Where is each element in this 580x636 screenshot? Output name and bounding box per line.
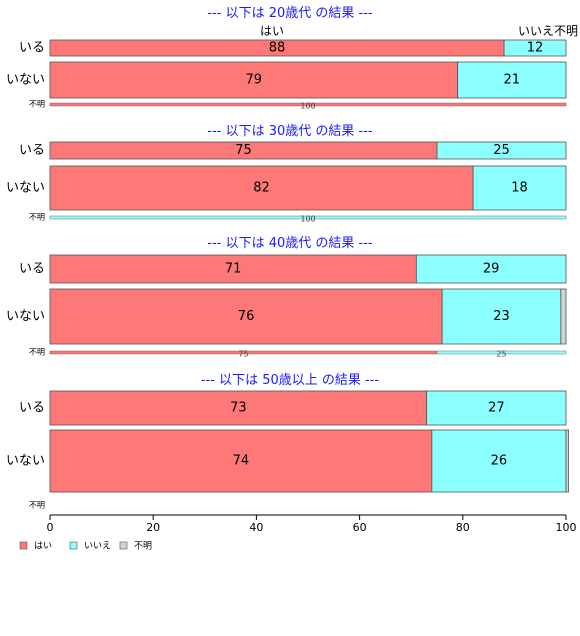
data-label: 74	[233, 454, 250, 469]
row-label: いる	[19, 401, 45, 416]
bar-segment	[431, 429, 567, 493]
bar-segment	[426, 390, 567, 426]
bar-segment	[436, 350, 567, 355]
x-tick-label: 0	[47, 521, 54, 534]
bar-segment	[441, 288, 562, 345]
bar-segment	[49, 102, 567, 107]
legend-label: はい	[34, 541, 52, 552]
panel-title: --- 以下は 30歳代 の結果 ---	[207, 124, 373, 139]
data-label: 12	[527, 41, 544, 56]
legend-swatch	[19, 541, 28, 550]
row-label: いる	[19, 41, 45, 56]
legend-swatch	[69, 541, 78, 550]
row-label: いる	[19, 143, 45, 158]
data-label: 88	[269, 41, 286, 56]
bar-segment	[472, 165, 567, 211]
data-label: 26	[491, 454, 508, 469]
data-label: 100	[300, 102, 315, 111]
row-label: 不明	[29, 348, 45, 357]
row-label: 不明	[29, 100, 45, 109]
data-label: 75	[235, 143, 252, 158]
panel-title: --- 以下は 50歳以上 の結果 ---	[201, 373, 380, 388]
legend-swatch	[119, 541, 128, 550]
x-tick-label: 20	[146, 521, 160, 534]
bar-segment	[49, 390, 428, 426]
x-tick-label: 60	[353, 521, 367, 534]
bar-segment	[436, 141, 567, 160]
data-label: 82	[253, 181, 270, 196]
x-tick-label: 100	[556, 521, 577, 534]
panel-title: --- 以下は 20歳代 の結果 ---	[207, 6, 373, 21]
x-tick-label: 40	[249, 521, 263, 534]
series-label-fumei: 不明	[554, 24, 578, 38]
data-label: 76	[238, 309, 255, 324]
bar-segment	[49, 165, 474, 211]
row-label: いる	[19, 262, 45, 277]
bar-segment	[49, 254, 417, 284]
data-label: 79	[246, 73, 263, 88]
data-label: 23	[493, 309, 510, 324]
data-label: 100	[300, 215, 315, 224]
bar-segment	[503, 39, 567, 57]
bar-segment	[49, 215, 567, 220]
bar-segment	[415, 254, 567, 284]
data-label: 29	[483, 262, 500, 277]
series-label-hai: はい	[260, 24, 284, 38]
row-label: いない	[6, 454, 45, 469]
legend-label: 不明	[134, 541, 152, 552]
data-label: 75	[238, 350, 248, 359]
data-label: 21	[504, 73, 521, 88]
data-label: 71	[225, 262, 242, 277]
bar-segment	[565, 429, 569, 493]
panel-title: --- 以下は 40歳代 の結果 ---	[207, 236, 373, 251]
data-label: 25	[493, 143, 510, 158]
bar-segment	[560, 288, 567, 345]
series-label-iie: いいえ	[518, 24, 554, 38]
data-label: 18	[511, 181, 528, 196]
bar-segment	[49, 429, 433, 493]
data-label: 73	[230, 401, 247, 416]
data-label: 27	[488, 401, 505, 416]
row-label: 不明	[29, 213, 45, 222]
bar-segment	[49, 61, 459, 99]
row-label: いない	[6, 73, 45, 88]
x-tick-label: 80	[456, 521, 470, 534]
row-label: 不明	[29, 501, 45, 510]
bar-segment	[457, 61, 567, 99]
data-label: 25	[496, 350, 506, 359]
row-label: いない	[6, 309, 45, 324]
row-label: いない	[6, 181, 45, 196]
legend-label: いいえ	[84, 541, 111, 552]
